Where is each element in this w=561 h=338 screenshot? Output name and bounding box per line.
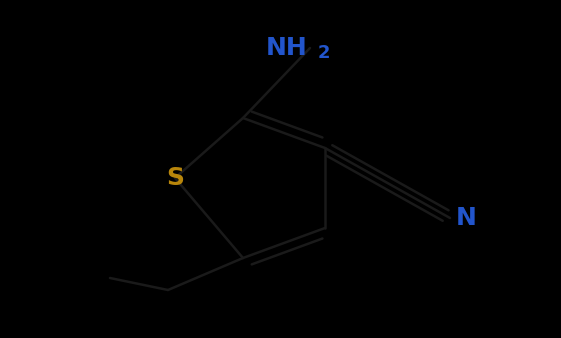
Text: NH: NH <box>266 36 308 60</box>
Text: 2: 2 <box>318 44 330 62</box>
Text: N: N <box>456 206 477 230</box>
Text: S: S <box>166 166 184 190</box>
